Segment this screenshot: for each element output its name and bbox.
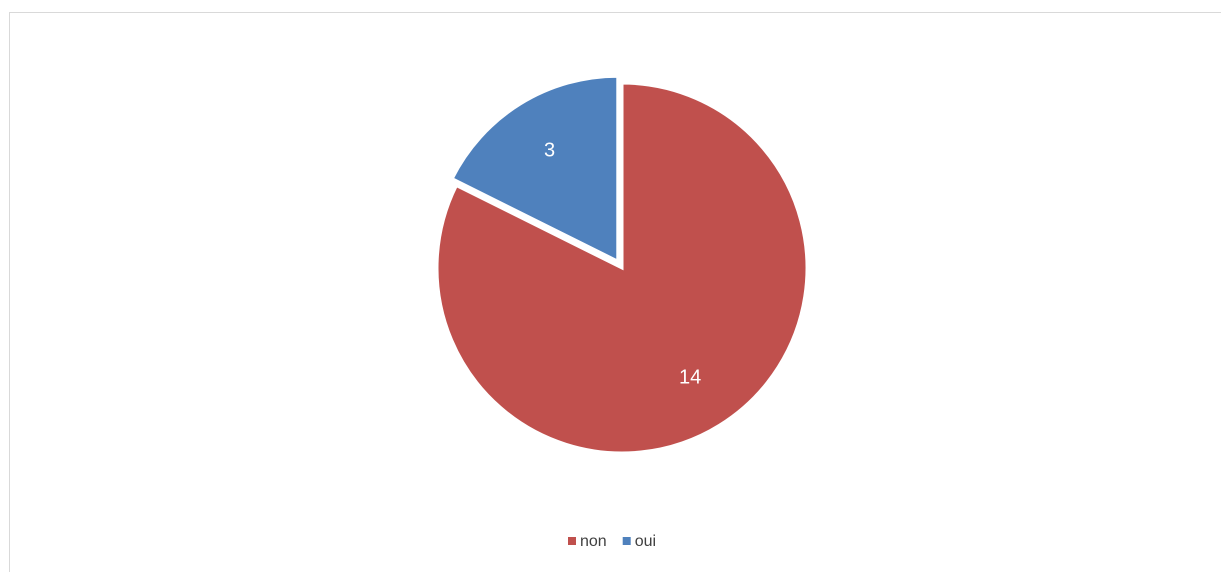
pie-slice [435, 81, 809, 455]
data-label: 14 [679, 366, 701, 388]
legend-swatch [568, 537, 576, 545]
pie-slice [450, 74, 620, 264]
data-label: 3 [544, 139, 555, 161]
legend-label: non [580, 533, 607, 550]
legend-label: oui [635, 533, 656, 550]
legend-swatch [622, 537, 631, 545]
